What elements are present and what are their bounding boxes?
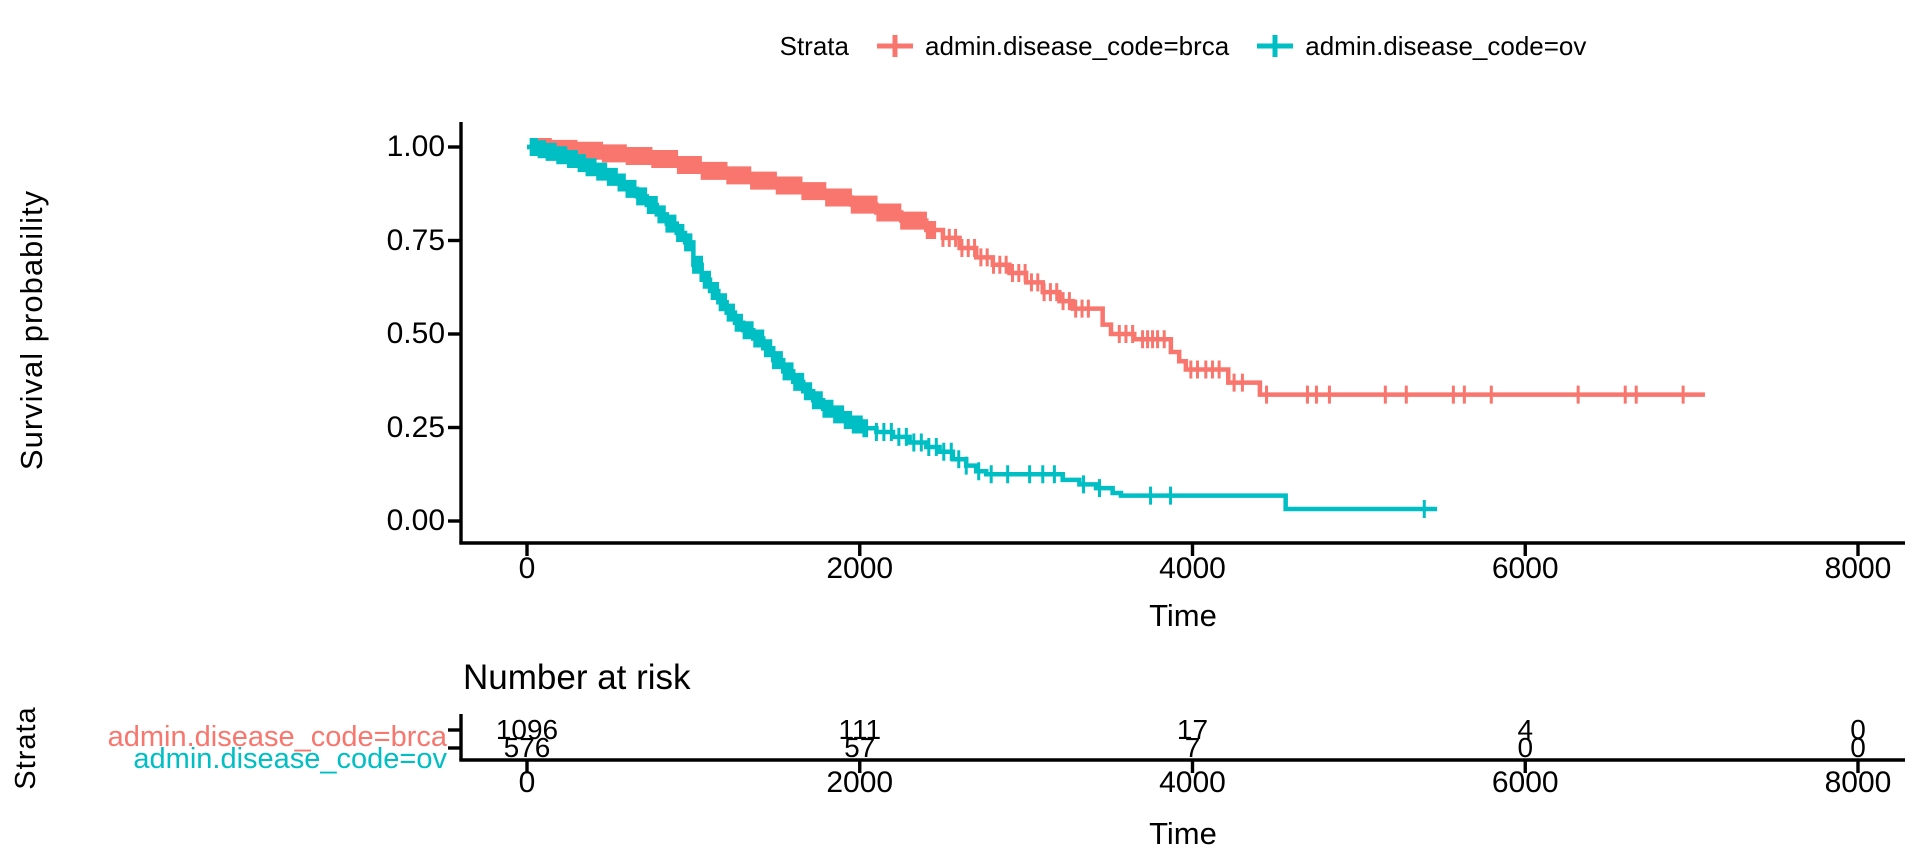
legend-item-brca: admin.disease_code=brca — [875, 26, 1229, 66]
risk-count: 0 — [1517, 732, 1534, 763]
legend-item-brca-label: admin.disease_code=brca — [924, 31, 1230, 61]
risk-x-tick-label: 4000 — [1159, 766, 1226, 799]
risk-count: 111 — [838, 714, 882, 745]
x-tick-label: 4000 — [1159, 552, 1226, 585]
risk-row-label: admin.disease_code=ov — [133, 743, 447, 775]
survival-curve-ov — [527, 144, 1438, 512]
legend-item-ov-label: admin.disease_code=ov — [1305, 31, 1587, 61]
risk-count: 7 — [1184, 732, 1201, 763]
censor-marks-ov — [529, 138, 1426, 519]
x-tick-label: 2000 — [826, 552, 894, 585]
risk-table-title: Number at risk — [463, 658, 691, 697]
x-tick-label: 8000 — [1824, 552, 1892, 585]
legend-item-ov: admin.disease_code=ov — [1255, 26, 1586, 66]
legend-title: Strata — [779, 31, 849, 61]
y-tick-label: 0.00 — [386, 504, 445, 537]
risk-count: 0 — [1850, 732, 1866, 763]
legend: Strata admin.disease_code=brca admin.dis… — [461, 26, 1905, 66]
risk-x-axis-title: Time — [1149, 816, 1217, 851]
x-axis-title: Time — [1149, 598, 1217, 633]
risk-count: 17 — [1176, 714, 1209, 745]
risk-count: 57 — [844, 732, 876, 763]
risk-x-tick-label: 0 — [518, 766, 536, 799]
brca-plus-key-icon — [876, 35, 913, 57]
y-tick-label: 0.25 — [386, 410, 445, 444]
y-axis-title: Survival probability — [14, 189, 49, 471]
risk-count: 1096 — [495, 714, 559, 745]
x-tick-label: 0 — [518, 552, 536, 585]
y-tick-label: 1.00 — [386, 130, 445, 163]
risk-row-label: admin.disease_code=brca — [107, 721, 447, 753]
risk-count: 576 — [503, 732, 551, 763]
risk-x-tick-label: 6000 — [1491, 766, 1559, 799]
y-tick-label: 0.75 — [386, 223, 445, 257]
y-tick-label: 0.50 — [386, 317, 445, 350]
risk-x-tick-label: 8000 — [1824, 766, 1892, 799]
x-tick-label: 6000 — [1491, 552, 1559, 585]
risk-count: 0 — [1850, 714, 1866, 745]
risk-count: 4 — [1517, 714, 1534, 745]
ov-plus-key-icon — [1257, 35, 1294, 57]
risk-x-tick-label: 2000 — [826, 766, 894, 799]
